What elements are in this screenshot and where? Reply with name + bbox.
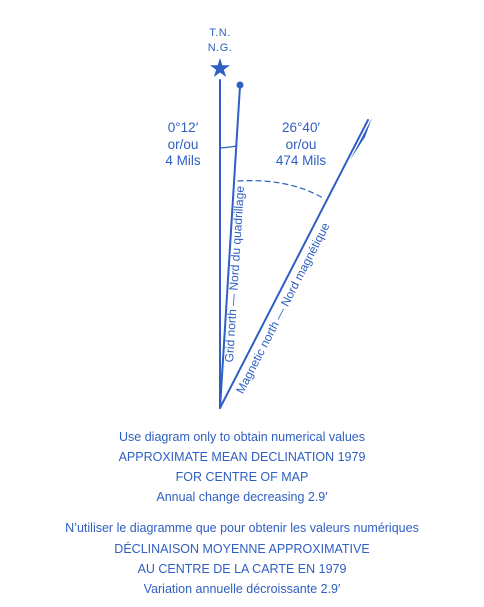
magnetic-angle-arc (237, 180, 324, 199)
magnetic-angle-degrees: 26°40′ (282, 120, 320, 135)
magnetic-angle-mils: 474 Mils (275, 153, 327, 168)
note-en-line-2: APPROXIMATE MEAN DECLINATION 1979 (118, 450, 366, 464)
note-fr-line-3: AU CENTRE DE LA CARTE EN 1979 (137, 562, 347, 576)
grid-angle-mils: 4 Mils (165, 153, 201, 168)
grid-north-abbrev: N.G. (207, 42, 233, 54)
grid-north-line (219, 85, 241, 409)
grid-angle-degrees: 0°12′ (167, 120, 199, 135)
note-fr-line-1: N’utiliser le diagramme que pour obtenir… (65, 521, 419, 535)
note-en-line-4: Annual change decreasing 2.9′ (156, 490, 328, 504)
note-fr-line-2: DÉCLINAISON MOYENNE APPROXIMATIVE (114, 542, 370, 556)
star-icon (210, 58, 230, 78)
note-en-line-3: FOR CENTRE OF MAP (175, 470, 309, 484)
grid-north-dot (236, 81, 244, 89)
note-en-line-1: Use diagram only to obtain numerical val… (119, 430, 365, 444)
half-arrow-icon (350, 118, 372, 160)
grid-angle-or: or/ou (167, 137, 199, 152)
true-north-label: T.N. (209, 27, 231, 39)
magnetic-angle-or: or/ou (285, 137, 317, 152)
magnetic-north-line (219, 119, 369, 409)
grid-angle-arc (219, 145, 237, 149)
note-fr-line-4: Variation annuelle décroissante 2.9′ (143, 582, 341, 596)
